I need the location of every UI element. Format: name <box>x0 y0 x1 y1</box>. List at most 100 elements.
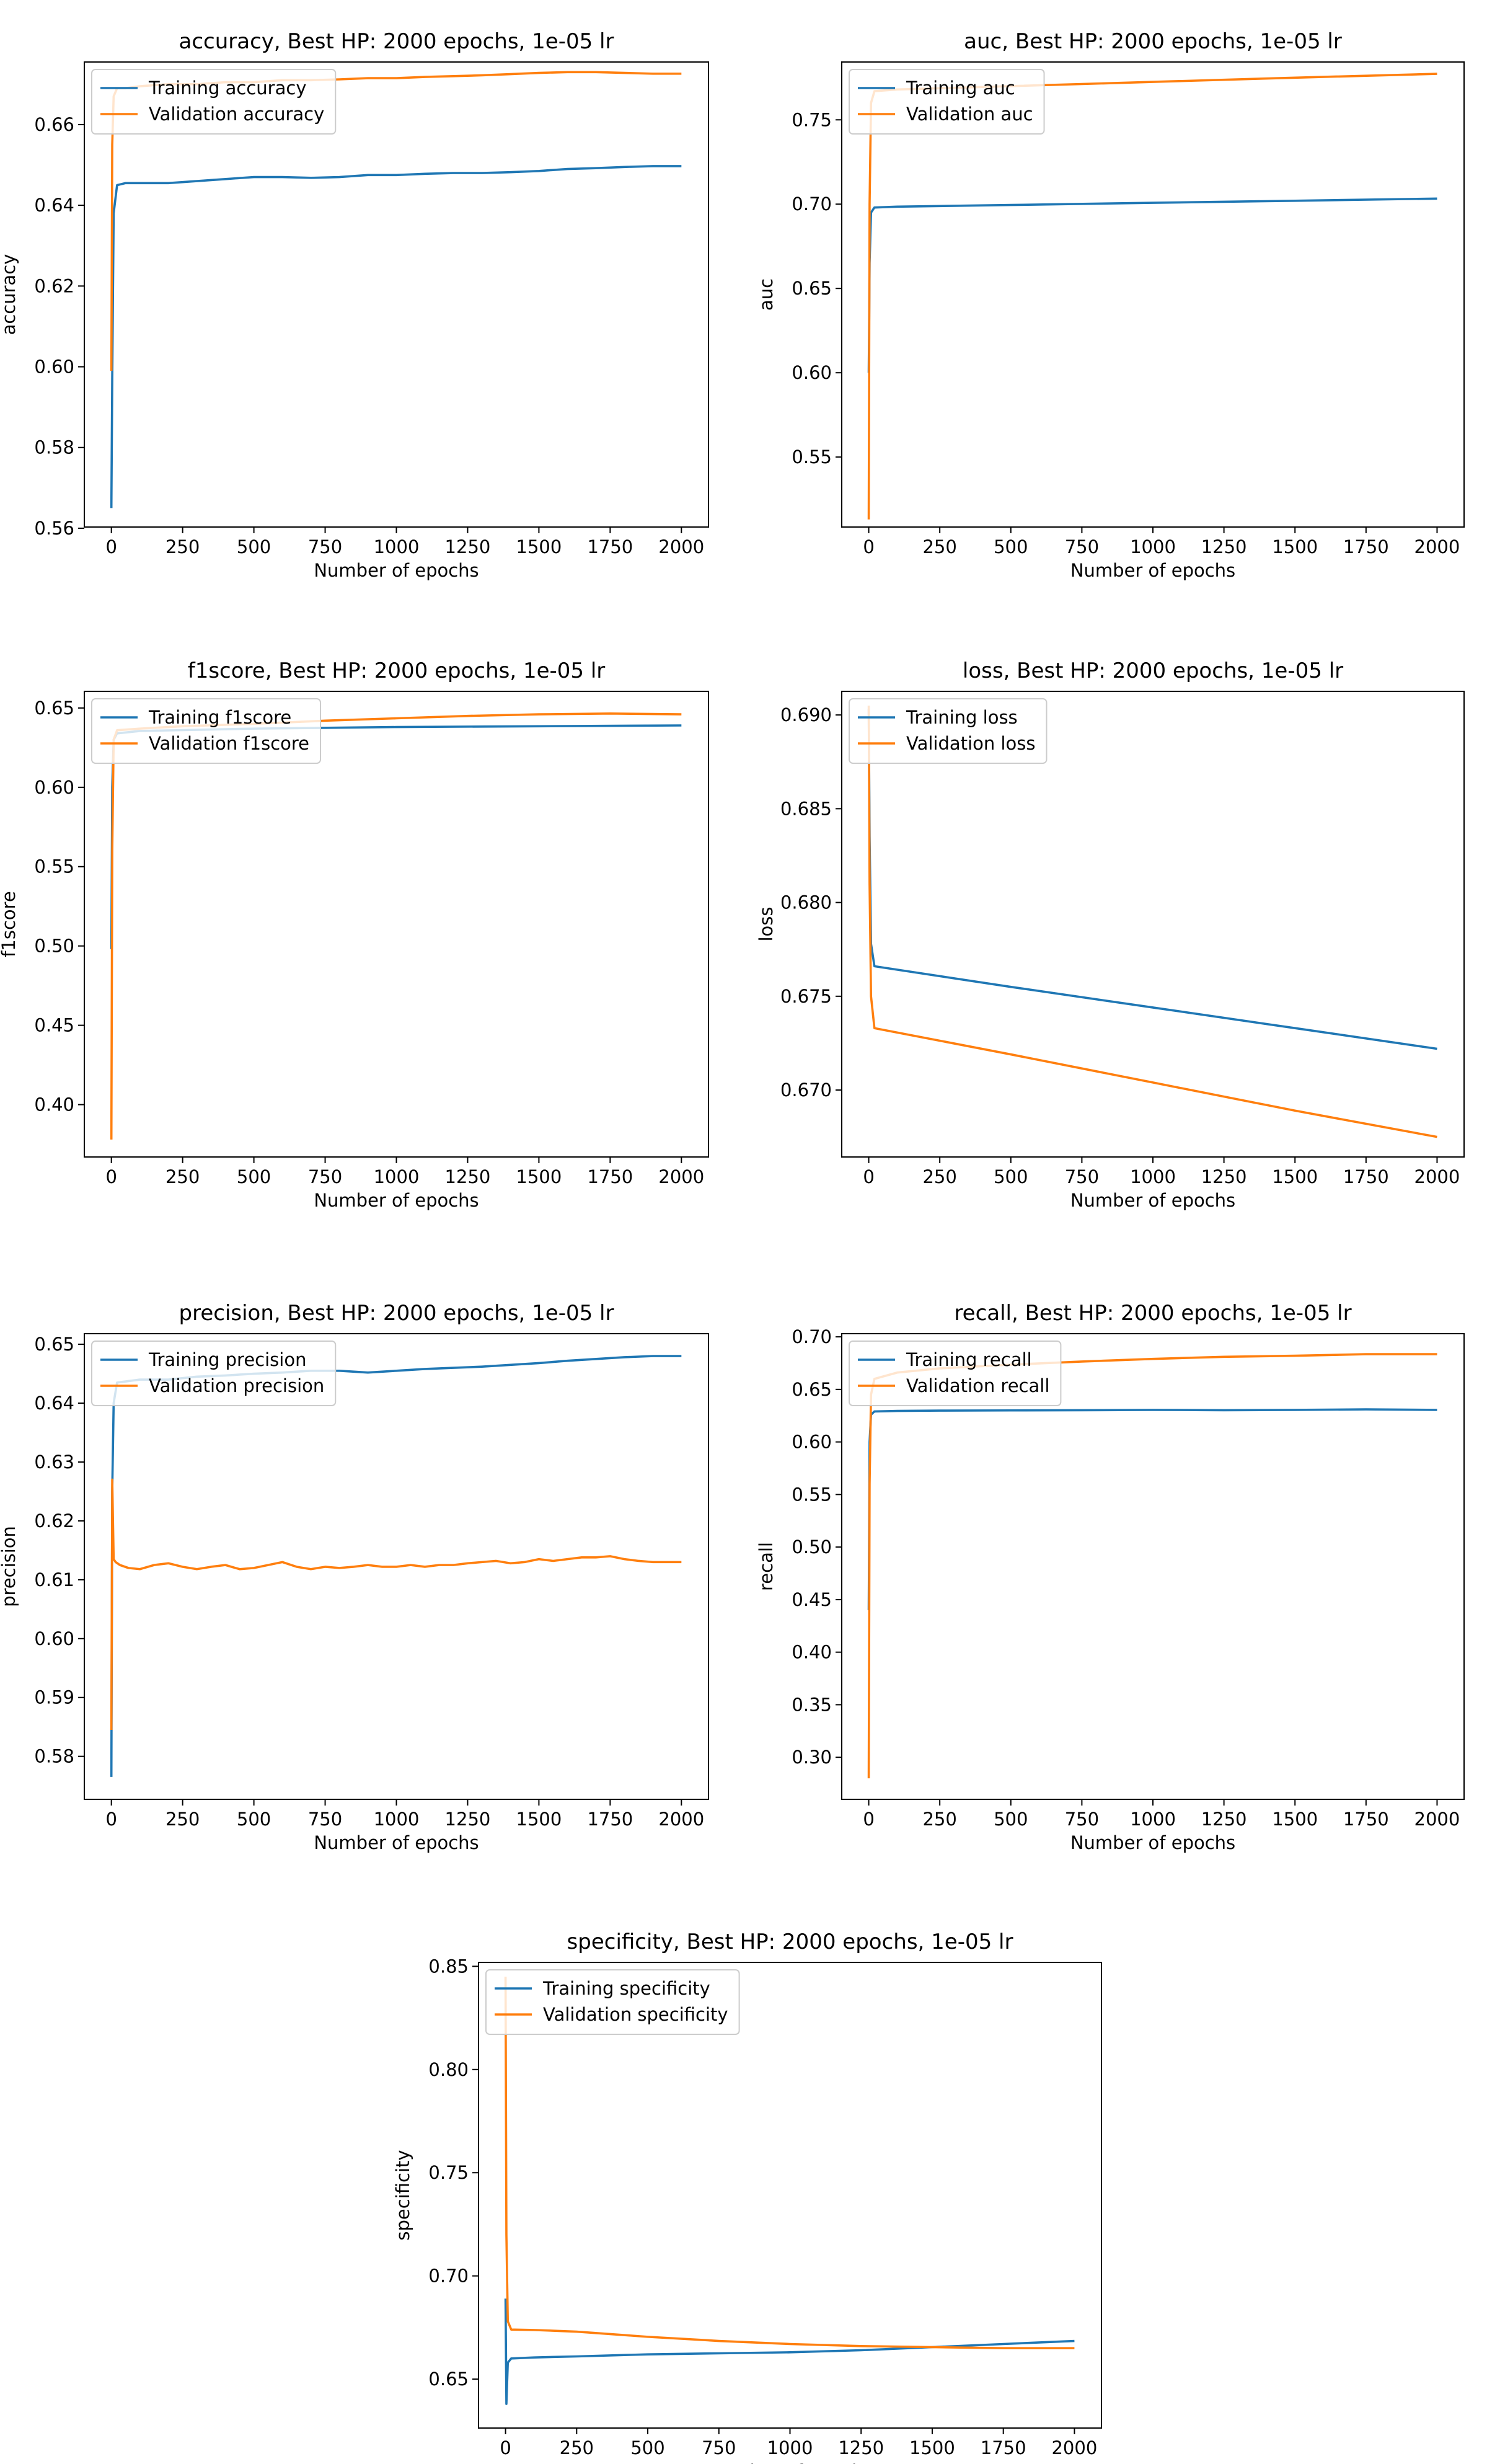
y-tick-label: 0.65 <box>34 698 74 719</box>
x-tick-label: 1250 <box>445 536 491 557</box>
x-tick-label: 2000 <box>658 536 704 557</box>
x-tick-label: 500 <box>994 1166 1028 1187</box>
x-tick-label: 500 <box>237 1166 271 1187</box>
chart-7: specificity, Best HP: 2000 epochs, 1e-05… <box>392 1930 1102 2464</box>
x-tick-label: 1000 <box>374 1809 420 1830</box>
legend-box <box>485 1969 740 2035</box>
y-tick-label: 0.60 <box>34 1628 74 1649</box>
x-tick-label: 1750 <box>1343 536 1389 557</box>
legend-entry: Validation loss <box>906 733 1035 754</box>
x-tick-label: 1250 <box>1201 1166 1247 1187</box>
legend-entry: Training accuracy <box>148 78 307 99</box>
y-tick-label: 0.55 <box>792 1484 832 1505</box>
x-tick-label: 250 <box>165 1809 200 1830</box>
y-tick-label: 0.56 <box>34 518 74 539</box>
y-tick-label: 0.64 <box>34 195 74 216</box>
y-tick-label: 0.60 <box>792 362 832 383</box>
x-tick-label: 250 <box>922 536 956 557</box>
x-tick-label: 0 <box>105 1166 117 1187</box>
legend-entry: Training precision <box>148 1349 306 1370</box>
x-axis-label: Number of epochs <box>707 2461 872 2464</box>
y-tick-label: 0.61 <box>34 1569 74 1590</box>
x-tick-label: 0 <box>863 1809 874 1830</box>
x-tick-label: 750 <box>1065 1809 1099 1830</box>
x-tick-label: 1500 <box>1272 1809 1318 1830</box>
x-tick-label: 250 <box>165 1166 200 1187</box>
x-tick-label: 1000 <box>374 1166 420 1187</box>
x-tick-label: 1000 <box>767 2437 813 2458</box>
y-tick-label: 0.59 <box>34 1687 74 1708</box>
chart-title: f1score, Best HP: 2000 epochs, 1e-05 lr <box>188 658 606 683</box>
x-tick-label: 0 <box>863 1166 874 1187</box>
x-tick-label: 500 <box>237 536 271 557</box>
x-tick-label: 2000 <box>658 1166 704 1187</box>
x-tick-label: 1000 <box>1130 536 1176 557</box>
y-axis-label: accuracy <box>0 254 19 335</box>
y-tick-label: 0.675 <box>780 986 832 1007</box>
legend-entry: Validation auc <box>906 104 1033 125</box>
x-tick-label: 0 <box>105 536 117 557</box>
chart-5: precision, Best HP: 2000 epochs, 1e-05 l… <box>0 1301 709 1853</box>
plot-area <box>504 1976 1075 2405</box>
x-tick-label: 1750 <box>587 1166 633 1187</box>
x-tick-label: 0 <box>863 536 874 557</box>
x-tick-label: 2000 <box>1414 1809 1460 1830</box>
x-tick-label: 1750 <box>981 2437 1026 2458</box>
validation-series-line <box>110 1478 682 1730</box>
chart-title: accuracy, Best HP: 2000 epochs, 1e-05 lr <box>179 29 614 54</box>
y-tick-label: 0.75 <box>792 109 832 130</box>
y-tick-label: 0.60 <box>792 1432 832 1453</box>
x-tick-label: 2000 <box>658 1809 704 1830</box>
y-tick-label: 0.85 <box>428 1956 469 1977</box>
chart-2: auc, Best HP: 2000 epochs, 1e-05 lr 0 250 5… <box>756 29 1465 581</box>
legend-entry: Training loss <box>906 707 1018 728</box>
x-axis-label: Number of epochs <box>1070 560 1235 581</box>
x-tick-label: 500 <box>994 536 1028 557</box>
y-tick-label: 0.65 <box>792 278 832 299</box>
y-tick-label: 0.66 <box>34 114 74 135</box>
x-axis-label: Number of epochs <box>1070 1832 1235 1853</box>
legend: Training precision Validation precision <box>91 1341 337 1406</box>
legend-entry: Training specificity <box>542 1978 710 1999</box>
validation-series-line <box>504 1976 1075 2349</box>
x-tick-label: 1250 <box>445 1809 491 1830</box>
y-tick-label: 0.70 <box>428 2266 469 2287</box>
x-tick-label: 1000 <box>1130 1809 1176 1830</box>
chart-4: loss, Best HP: 2000 epochs, 1e-05 lr 0 250… <box>756 658 1465 1211</box>
x-tick-label: 500 <box>237 1809 271 1830</box>
x-axis-label: Number of epochs <box>1070 1190 1235 1211</box>
chart-title: specificity, Best HP: 2000 epochs, 1e-05… <box>567 1930 1013 1954</box>
legend-box <box>91 1341 337 1406</box>
x-tick-label: 1000 <box>1130 1166 1176 1187</box>
x-axis-label: Number of epochs <box>314 560 479 581</box>
legend-entry: Training recall <box>906 1349 1032 1370</box>
x-tick-label: 250 <box>165 536 200 557</box>
legend-entry: Validation accuracy <box>149 104 324 125</box>
y-tick-label: 0.58 <box>34 1746 74 1767</box>
legend-box <box>849 69 1045 135</box>
y-tick-label: 0.45 <box>792 1589 832 1610</box>
y-tick-label: 0.75 <box>428 2162 469 2183</box>
legend-box <box>849 1341 1062 1406</box>
x-tick-label: 1250 <box>445 1166 491 1187</box>
legend-entry: Validation precision <box>149 1375 324 1396</box>
x-tick-label: 750 <box>1065 1166 1099 1187</box>
y-tick-label: 0.65 <box>428 2369 469 2390</box>
chart-title: auc, Best HP: 2000 epochs, 1e-05 lr <box>964 29 1342 54</box>
legend: Training specificity Validation specifici… <box>485 1969 740 2035</box>
y-tick-label: 0.60 <box>34 357 74 378</box>
x-tick-label: 250 <box>560 2437 594 2458</box>
x-tick-label: 1500 <box>516 1166 562 1187</box>
x-tick-label: 1500 <box>516 1809 562 1830</box>
y-tick-label: 0.55 <box>34 856 74 877</box>
x-tick-label: 750 <box>308 1166 342 1187</box>
x-axis-label: Number of epochs <box>314 1832 479 1853</box>
chart-3: f1score, Best HP: 2000 epochs, 1e-05 lr 0… <box>0 658 709 1211</box>
x-tick-label: 500 <box>630 2437 664 2458</box>
plot-area <box>867 705 1437 1138</box>
x-tick-label: 1500 <box>909 2437 955 2458</box>
legend: Training f1score Validation f1score <box>91 698 322 764</box>
y-tick-label: 0.690 <box>780 704 832 725</box>
